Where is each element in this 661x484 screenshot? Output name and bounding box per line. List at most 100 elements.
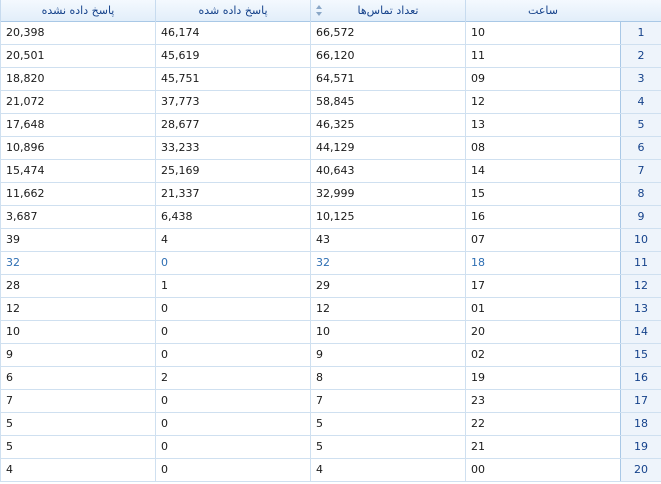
grid-body: 1 10 66,572 46,174 20,398 2 11 66,120 45,619 20,5… (0, 22, 661, 482)
table-row[interactable]: 18 22 5 0 5 (0, 413, 661, 436)
row-number: 11 (620, 252, 661, 274)
cell-calls: 7 (310, 390, 465, 412)
cell-answered: 0 (155, 459, 310, 481)
column-header-answered[interactable]: پاسخ داده شده (155, 0, 310, 22)
cell-hour: 16 (465, 206, 620, 228)
cell-calls: 5 (310, 413, 465, 435)
column-header-hour[interactable]: ساعت (465, 0, 620, 22)
cell-calls: 29 (310, 275, 465, 297)
row-number: 20 (620, 459, 661, 481)
table-row[interactable]: 13 01 12 0 12 (0, 298, 661, 321)
cell-calls: 66,572 (310, 22, 465, 44)
cell-unanswered: 20,398 (0, 22, 155, 44)
cell-answered: 21,337 (155, 183, 310, 205)
row-number: 18 (620, 413, 661, 435)
cell-unanswered: 4 (0, 459, 155, 481)
cell-calls: 66,120 (310, 45, 465, 67)
table-row[interactable]: 20 00 4 0 4 (0, 459, 661, 482)
column-header-unanswered[interactable]: پاسخ داده نشده (0, 0, 155, 22)
cell-hour: 22 (465, 413, 620, 435)
column-header-calls-label: تعداد تماس‌ها (357, 4, 419, 17)
cell-unanswered: 5 (0, 436, 155, 458)
grid-header: ساعت تعداد تماس‌ها پاسخ داده شده پاسخ دا… (0, 0, 661, 22)
cell-hour: 19 (465, 367, 620, 389)
cell-hour: 21 (465, 436, 620, 458)
cell-answered: 1 (155, 275, 310, 297)
row-number: 13 (620, 298, 661, 320)
cell-unanswered: 32 (0, 252, 155, 274)
cell-unanswered: 12 (0, 298, 155, 320)
cell-answered: 28,677 (155, 114, 310, 136)
row-number: 1 (620, 22, 661, 44)
table-row[interactable]: 7 14 40,643 25,169 15,474 (0, 160, 661, 183)
table-row[interactable]: 4 12 58,845 37,773 21,072 (0, 91, 661, 114)
table-row[interactable]: 1 10 66,572 46,174 20,398 (0, 22, 661, 45)
cell-answered: 2 (155, 367, 310, 389)
cell-answered: 0 (155, 390, 310, 412)
cell-hour: 15 (465, 183, 620, 205)
row-number-header (620, 0, 661, 22)
cell-calls: 43 (310, 229, 465, 251)
cell-answered: 4 (155, 229, 310, 251)
cell-hour: 18 (465, 252, 620, 274)
cell-calls: 32 (310, 252, 465, 274)
sort-arrows-icon[interactable] (316, 5, 322, 16)
cell-answered: 25,169 (155, 160, 310, 182)
cell-unanswered: 3,687 (0, 206, 155, 228)
cell-hour: 10 (465, 22, 620, 44)
cell-calls: 64,571 (310, 68, 465, 90)
cell-hour: 02 (465, 344, 620, 366)
row-number: 2 (620, 45, 661, 67)
cell-calls: 40,643 (310, 160, 465, 182)
cell-calls: 8 (310, 367, 465, 389)
row-number: 7 (620, 160, 661, 182)
cell-unanswered: 10,896 (0, 137, 155, 159)
cell-calls: 9 (310, 344, 465, 366)
table-row[interactable]: 6 08 44,129 33,233 10,896 (0, 137, 661, 160)
cell-calls: 44,129 (310, 137, 465, 159)
cell-calls: 4 (310, 459, 465, 481)
table-row[interactable]: 14 20 10 0 10 (0, 321, 661, 344)
cell-answered: 0 (155, 321, 310, 343)
cell-unanswered: 10 (0, 321, 155, 343)
cell-answered: 0 (155, 413, 310, 435)
row-number: 4 (620, 91, 661, 113)
cell-answered: 33,233 (155, 137, 310, 159)
table-row[interactable]: 9 16 10,125 6,438 3,687 (0, 206, 661, 229)
cell-unanswered: 17,648 (0, 114, 155, 136)
table-row[interactable]: 10 07 43 4 39 (0, 229, 661, 252)
cell-answered: 0 (155, 344, 310, 366)
cell-answered: 45,619 (155, 45, 310, 67)
column-header-calls[interactable]: تعداد تماس‌ها (310, 0, 465, 22)
table-row[interactable]: 12 17 29 1 28 (0, 275, 661, 298)
row-number: 15 (620, 344, 661, 366)
cell-hour: 09 (465, 68, 620, 90)
cell-answered: 0 (155, 436, 310, 458)
row-number: 5 (620, 114, 661, 136)
row-number: 12 (620, 275, 661, 297)
table-row[interactable]: 16 19 8 2 6 (0, 367, 661, 390)
table-row[interactable]: 5 13 46,325 28,677 17,648 (0, 114, 661, 137)
cell-answered: 46,174 (155, 22, 310, 44)
cell-unanswered: 21,072 (0, 91, 155, 113)
table-row[interactable]: 15 02 9 0 9 (0, 344, 661, 367)
table-row[interactable]: 8 15 32,999 21,337 11,662 (0, 183, 661, 206)
cell-hour: 08 (465, 137, 620, 159)
table-row[interactable]: 19 21 5 0 5 (0, 436, 661, 459)
cell-hour: 12 (465, 91, 620, 113)
table-row[interactable]: 11 18 32 0 32 (0, 252, 661, 275)
table-row[interactable]: 17 23 7 0 7 (0, 390, 661, 413)
table-row[interactable]: 3 09 64,571 45,751 18,820 (0, 68, 661, 91)
row-number: 17 (620, 390, 661, 412)
row-number: 8 (620, 183, 661, 205)
cell-answered: 6,438 (155, 206, 310, 228)
cell-calls: 10,125 (310, 206, 465, 228)
cell-calls: 32,999 (310, 183, 465, 205)
cell-hour: 14 (465, 160, 620, 182)
cell-hour: 20 (465, 321, 620, 343)
cell-calls: 10 (310, 321, 465, 343)
cell-hour: 01 (465, 298, 620, 320)
table-row[interactable]: 2 11 66,120 45,619 20,501 (0, 45, 661, 68)
cell-calls: 58,845 (310, 91, 465, 113)
